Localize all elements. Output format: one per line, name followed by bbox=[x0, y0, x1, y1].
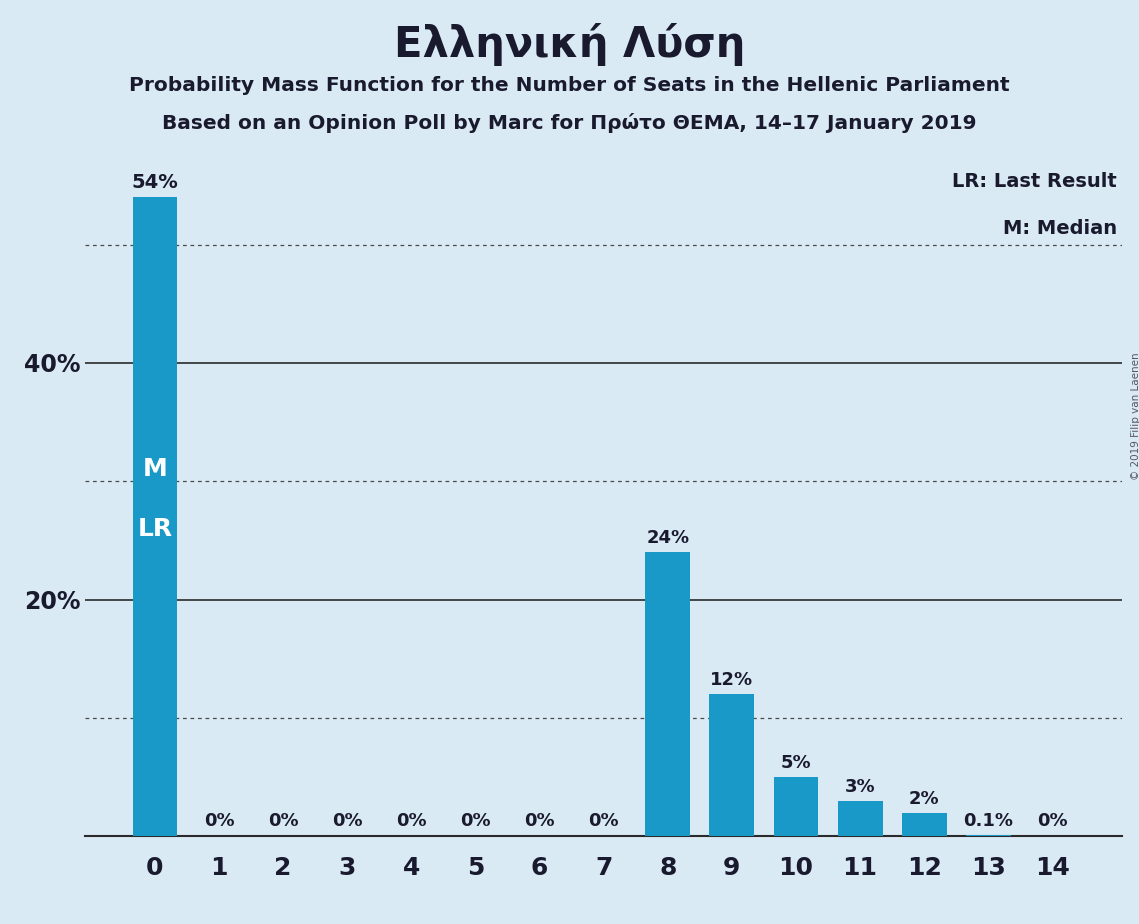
Text: LR: Last Result: LR: Last Result bbox=[952, 172, 1116, 191]
Text: 3%: 3% bbox=[845, 778, 876, 796]
Text: M: Median: M: Median bbox=[1002, 219, 1116, 238]
Text: 0%: 0% bbox=[331, 812, 362, 831]
Text: 0%: 0% bbox=[460, 812, 491, 831]
Bar bbox=[710, 694, 754, 836]
Text: 12%: 12% bbox=[711, 672, 753, 689]
Bar bbox=[773, 777, 819, 836]
Text: M: M bbox=[142, 457, 167, 481]
Text: 5%: 5% bbox=[780, 754, 811, 772]
Text: Based on an Opinion Poll by Marc for Πρώτο ΘΕΜΑ, 14–17 January 2019: Based on an Opinion Poll by Marc for Πρώ… bbox=[162, 113, 977, 133]
Text: Ελληνική Λύση: Ελληνική Λύση bbox=[394, 23, 745, 67]
Text: LR: LR bbox=[138, 517, 172, 541]
Text: 0%: 0% bbox=[524, 812, 555, 831]
Bar bbox=[966, 835, 1010, 836]
Bar bbox=[902, 812, 947, 836]
Bar bbox=[837, 801, 883, 836]
Text: 0%: 0% bbox=[396, 812, 427, 831]
Text: 0.1%: 0.1% bbox=[964, 812, 1014, 831]
Bar bbox=[646, 553, 690, 836]
Bar bbox=[132, 197, 178, 836]
Text: 0%: 0% bbox=[268, 812, 298, 831]
Text: 54%: 54% bbox=[132, 174, 179, 192]
Text: 0%: 0% bbox=[1036, 812, 1067, 831]
Text: 0%: 0% bbox=[589, 812, 618, 831]
Text: 24%: 24% bbox=[646, 529, 689, 548]
Text: 0%: 0% bbox=[204, 812, 235, 831]
Text: Probability Mass Function for the Number of Seats in the Hellenic Parliament: Probability Mass Function for the Number… bbox=[129, 76, 1010, 95]
Text: © 2019 Filip van Laenen: © 2019 Filip van Laenen bbox=[1131, 352, 1139, 480]
Text: 2%: 2% bbox=[909, 790, 940, 808]
